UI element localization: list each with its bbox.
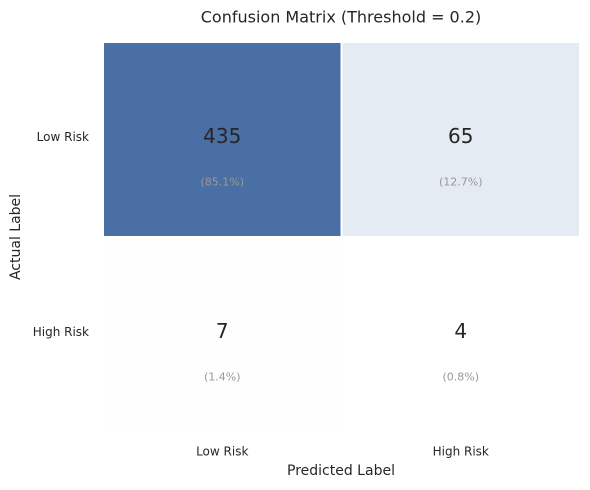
y-tick-label: Low Risk	[37, 130, 89, 144]
cell-value: 65	[448, 124, 473, 148]
heatmap-cell	[342, 238, 579, 431]
cell-value: 7	[216, 319, 229, 343]
heatmap-cell	[342, 43, 579, 236]
y-axis-label: Actual Label	[8, 194, 24, 280]
cell-percent: (85.1%)	[200, 176, 244, 189]
x-axis-label: Predicted Label	[287, 463, 395, 479]
heatmap-cell	[104, 238, 341, 431]
y-tick-label: High Risk	[33, 325, 89, 339]
cell-value: 4	[454, 319, 467, 343]
x-tick-label: Low Risk	[196, 445, 248, 459]
cell-percent: (0.8%)	[442, 371, 479, 384]
heatmap-cell	[104, 43, 341, 236]
cell-percent: (1.4%)	[204, 371, 241, 384]
chart-title: Confusion Matrix (Threshold = 0.2)	[201, 8, 482, 27]
cell-value: 435	[203, 124, 241, 148]
x-tick-label: High Risk	[433, 445, 489, 459]
cell-percent: (12.7%)	[439, 176, 483, 189]
